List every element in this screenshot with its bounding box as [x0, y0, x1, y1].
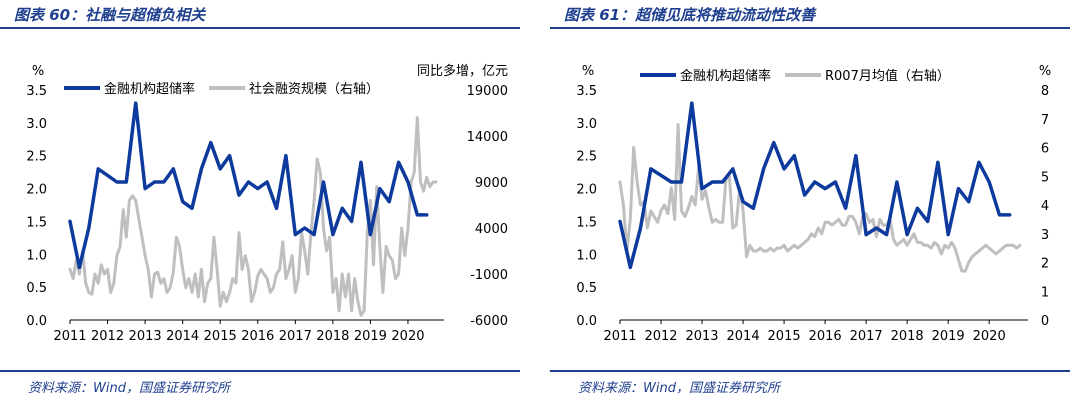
x-tick-label: 2011 — [603, 329, 636, 344]
legend-label: R007月均值（右轴） — [825, 68, 950, 84]
x-tick-label: 2020 — [391, 329, 424, 344]
y-tick-label: 2.5 — [576, 150, 597, 165]
title-divider — [0, 27, 520, 29]
y-tick-label: 3.0 — [576, 117, 597, 132]
x-tick-label: 2014 — [727, 329, 760, 344]
x-tick-label: 2013 — [129, 329, 162, 344]
x-tick-label: 2016 — [809, 329, 842, 344]
y2-tick-label: 4 — [1041, 199, 1049, 214]
legend-label: 社会融资规模（右轴） — [249, 81, 379, 97]
y2-tick-label: 1 — [1041, 285, 1049, 300]
y2-tick-label: 9000 — [475, 176, 508, 191]
y-tick-label: 2.0 — [576, 183, 597, 198]
y2-unit-label: 同比多增，亿元 — [417, 63, 508, 79]
y2-tick-label: 2 — [1041, 257, 1049, 272]
y-tick-label: 2.5 — [26, 150, 47, 165]
source-note: 资料来源：Wind，国盛证券研究所 — [28, 381, 230, 396]
x-tick-label: 2015 — [768, 329, 801, 344]
x-tick-label: 2011 — [53, 329, 86, 344]
x-tick-label: 2012 — [644, 329, 677, 344]
x-tick-label: 2016 — [241, 329, 274, 344]
x-tick-label: 2013 — [685, 329, 718, 344]
y2-tick-label: 0 — [1041, 314, 1049, 329]
x-tick-label: 2020 — [973, 329, 1006, 344]
x-tick-label: 2019 — [354, 329, 387, 344]
y2-tick-label: 14000 — [467, 130, 508, 145]
x-tick-label: 2018 — [316, 329, 349, 344]
x-tick-label: 2017 — [279, 329, 312, 344]
y-unit-label: % — [582, 64, 594, 79]
y-tick-label: 0.5 — [576, 281, 597, 296]
y-unit-label: % — [32, 64, 44, 79]
source-divider — [0, 370, 520, 372]
source-divider — [550, 370, 1070, 372]
y2-tick-label: 6 — [1041, 142, 1049, 157]
legend-label: 金融机构超储率 — [680, 68, 771, 84]
y-tick-label: 0.0 — [576, 314, 597, 329]
y2-tick-label: 5 — [1041, 170, 1049, 185]
figure-title: 图表 60：社融与超储负相关 — [14, 6, 206, 24]
chart-right: 2011 2012 2013 2014 2015 2016 2017 2018 2019 2020… — [576, 64, 1051, 344]
y2-tick-label: -1000 — [470, 268, 508, 283]
y-tick-label: 3.5 — [26, 84, 47, 99]
chart-panel-right: 图表 61：超储见底将推动流动性改善 2011 2012 2013 2014 2015 2… — [550, 0, 1080, 403]
y-tick-label: 3.5 — [576, 84, 597, 99]
x-tick-label: 2015 — [204, 329, 237, 344]
legend-label: 金融机构超储率 — [104, 81, 195, 97]
chart-left: 2011 2012 2013 2014 2015 2016 2017 2018 2019 2020… — [26, 63, 508, 344]
series-line — [68, 116, 438, 317]
y2-unit-label: % — [1039, 64, 1051, 79]
y-tick-label: 1.0 — [576, 248, 597, 263]
series-line — [618, 101, 1012, 270]
y-tick-label: 0.0 — [26, 314, 47, 329]
y2-tick-label: 3 — [1041, 228, 1049, 243]
y-tick-label: 0.5 — [26, 281, 47, 296]
chart-panel-left: 图表 60：社融与超储负相关 2011 2012 2013 2014 2015 2016 2… — [0, 0, 530, 403]
figure-title: 图表 61：超储见底将推动流动性改善 — [564, 6, 816, 24]
x-tick-label: 2017 — [850, 329, 883, 344]
y2-tick-label: 8 — [1041, 84, 1049, 99]
x-tick-label: 2014 — [166, 329, 199, 344]
source-note: 资料来源：Wind，国盛证券研究所 — [578, 381, 780, 396]
y-tick-label: 2.0 — [26, 183, 47, 198]
x-tick-label: 2012 — [91, 329, 124, 344]
y-tick-label: 3.0 — [26, 117, 47, 132]
title-divider — [550, 27, 1070, 29]
x-tick-label: 2019 — [932, 329, 965, 344]
y2-tick-label: 19000 — [467, 84, 508, 99]
y2-tick-label: 4000 — [475, 222, 508, 237]
y-tick-label: 1.5 — [576, 215, 597, 230]
series-line — [68, 101, 429, 270]
y-tick-label: 1.0 — [26, 248, 47, 263]
y-tick-label: 1.5 — [26, 215, 47, 230]
y2-tick-label: -6000 — [470, 314, 508, 329]
series-line — [618, 123, 1022, 273]
y2-tick-label: 7 — [1041, 113, 1049, 128]
x-tick-label: 2018 — [891, 329, 924, 344]
